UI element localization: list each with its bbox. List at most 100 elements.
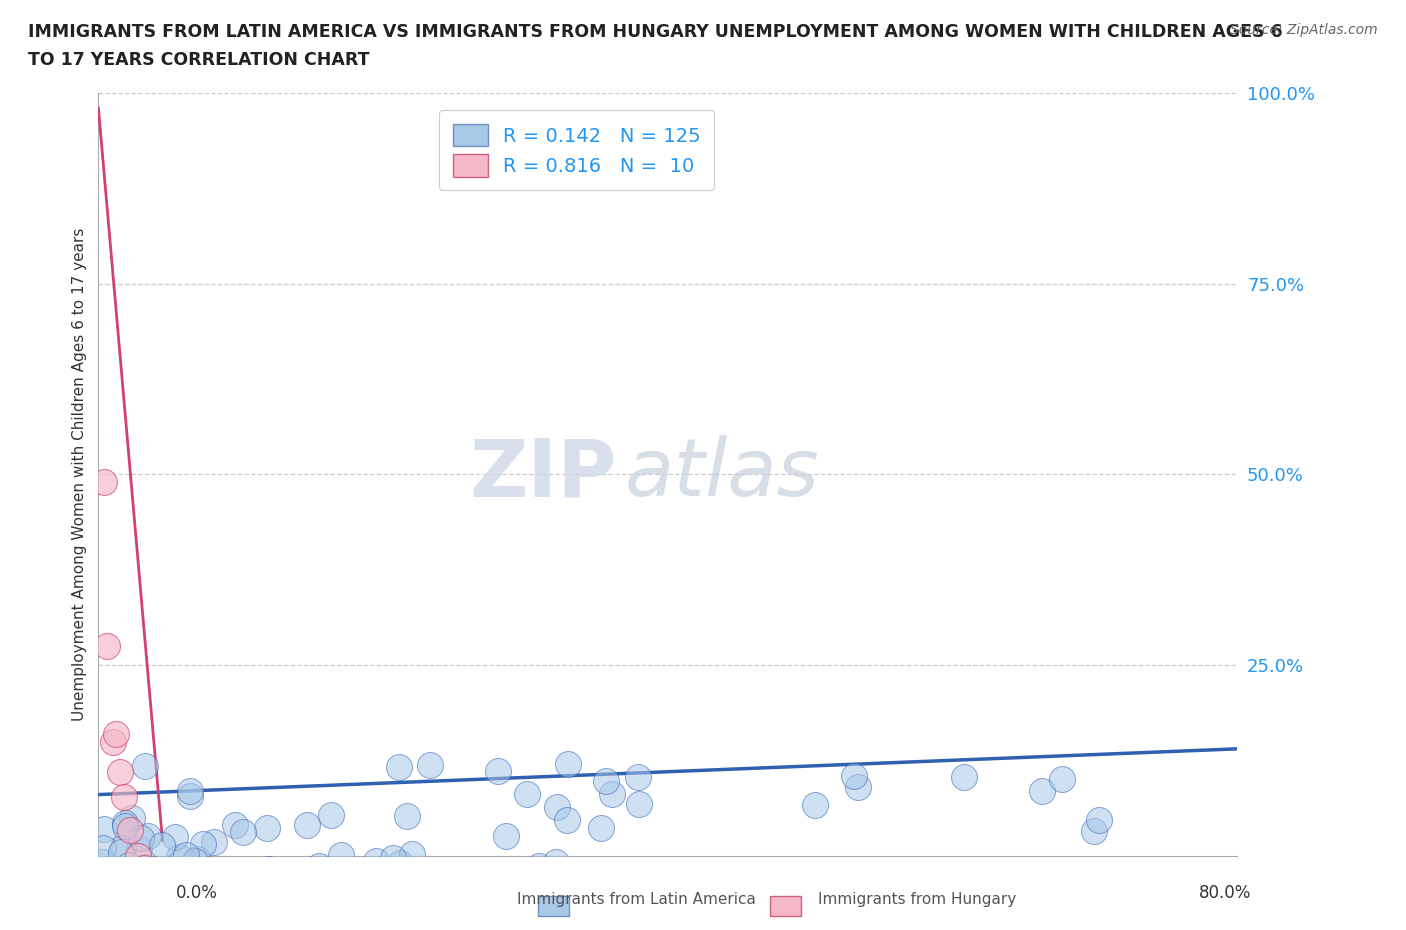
Point xyxy=(917,829,939,844)
Point xyxy=(486,633,509,648)
Point xyxy=(546,698,568,713)
Point xyxy=(555,841,578,856)
Point xyxy=(127,828,149,843)
Point xyxy=(953,644,976,659)
Point xyxy=(94,830,117,845)
Point xyxy=(869,826,891,841)
Text: Immigrants from Hungary: Immigrants from Hungary xyxy=(818,892,1017,907)
Point xyxy=(112,681,135,696)
Point xyxy=(136,752,159,767)
Point xyxy=(664,832,686,847)
Point xyxy=(217,847,239,862)
Point xyxy=(1092,838,1115,853)
Point xyxy=(139,839,162,854)
Point xyxy=(389,800,412,815)
Point xyxy=(121,840,143,855)
Point xyxy=(620,837,643,852)
Point xyxy=(107,843,129,857)
Point xyxy=(589,737,612,751)
Point xyxy=(578,817,600,831)
Point xyxy=(842,643,865,658)
Text: ZIP: ZIP xyxy=(470,435,617,513)
Point xyxy=(401,784,423,799)
Point xyxy=(148,820,170,835)
Point xyxy=(195,814,218,829)
Point xyxy=(176,787,198,802)
Point xyxy=(256,737,278,752)
Point xyxy=(516,675,538,690)
Point xyxy=(169,827,191,842)
Point xyxy=(297,731,319,746)
Point xyxy=(1064,828,1087,843)
Point xyxy=(172,838,194,853)
Point xyxy=(120,847,142,862)
Point xyxy=(105,828,128,843)
Point xyxy=(91,838,114,853)
Point xyxy=(309,828,332,843)
Text: 80.0%: 80.0% xyxy=(1199,884,1251,902)
Point xyxy=(1050,649,1073,664)
Point xyxy=(141,840,163,855)
Point xyxy=(125,815,148,830)
Point xyxy=(104,840,127,855)
Point xyxy=(131,756,153,771)
Point xyxy=(93,109,115,124)
Point xyxy=(628,693,651,708)
Point xyxy=(1088,724,1111,738)
Point xyxy=(145,817,167,832)
Point xyxy=(329,786,352,801)
Point xyxy=(1161,816,1184,830)
Point xyxy=(118,805,141,820)
Point xyxy=(169,790,191,805)
Point xyxy=(150,767,173,782)
Point xyxy=(224,731,246,746)
Text: Source: ZipAtlas.com: Source: ZipAtlas.com xyxy=(1230,23,1378,37)
Point xyxy=(101,581,124,596)
Point xyxy=(191,767,214,782)
Point xyxy=(114,734,136,749)
Point xyxy=(626,644,648,659)
Point xyxy=(93,846,115,861)
Point xyxy=(143,845,166,860)
Point xyxy=(938,836,960,851)
Point xyxy=(134,624,156,639)
Point xyxy=(544,799,567,814)
Point xyxy=(114,728,136,743)
Point xyxy=(136,821,159,836)
Point xyxy=(118,741,141,756)
Point xyxy=(127,844,149,859)
Point xyxy=(97,847,120,862)
Point xyxy=(110,838,132,853)
Point xyxy=(359,833,381,848)
Point xyxy=(326,827,349,842)
Point xyxy=(395,714,418,729)
Point xyxy=(259,812,281,827)
Point xyxy=(141,814,163,829)
Point xyxy=(804,696,827,711)
Point xyxy=(152,846,174,861)
Legend: R = 0.142   N = 125, R = 0.816   N =  10: R = 0.142 N = 125, R = 0.816 N = 10 xyxy=(439,111,714,191)
Point xyxy=(110,780,132,795)
Text: atlas: atlas xyxy=(624,435,820,513)
Point xyxy=(128,776,150,790)
Point xyxy=(723,824,745,839)
Point xyxy=(129,846,152,861)
Point xyxy=(366,797,388,812)
Point xyxy=(183,797,205,812)
Point xyxy=(101,846,124,861)
Point xyxy=(1109,830,1132,845)
Point xyxy=(179,670,201,684)
Y-axis label: Unemployment Among Women with Children Ages 6 to 17 years: Unemployment Among Women with Children A… xyxy=(72,228,87,721)
Point xyxy=(312,826,335,841)
Point xyxy=(163,754,186,769)
Point xyxy=(727,814,749,829)
Point xyxy=(93,738,115,753)
Point xyxy=(108,634,131,649)
Point xyxy=(226,845,249,860)
Point xyxy=(120,835,142,850)
Point xyxy=(595,652,617,667)
Point xyxy=(419,623,441,638)
Point xyxy=(142,840,165,855)
Point xyxy=(135,807,157,822)
Point xyxy=(91,798,114,813)
